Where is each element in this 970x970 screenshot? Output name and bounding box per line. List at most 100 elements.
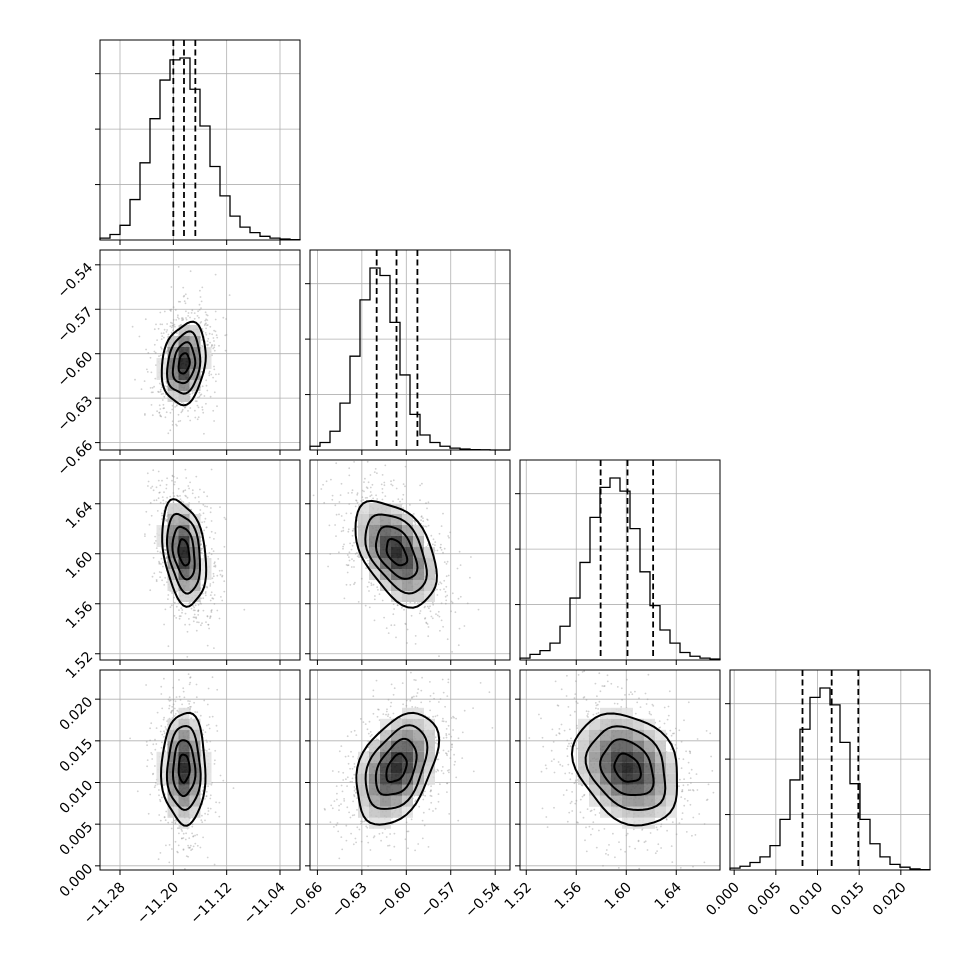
scatter-point (188, 602, 190, 605)
scatter-point (173, 596, 175, 599)
scatter-point (195, 683, 198, 686)
scatter-point (158, 562, 161, 564)
scatter-point (149, 589, 152, 592)
scatter-point (448, 771, 450, 774)
scatter-point (192, 835, 195, 838)
scatter-point (177, 413, 180, 416)
scatter-point (215, 801, 218, 804)
scatter-point (205, 322, 207, 325)
scatter-point (353, 786, 356, 788)
scatter-point (206, 585, 208, 588)
scatter-point (210, 373, 213, 376)
scatter-point (149, 502, 152, 504)
scatter-point (351, 814, 354, 817)
scatter-point (347, 528, 350, 531)
scatter-point (345, 778, 347, 781)
scatter-point (377, 708, 379, 711)
scatter-point (180, 500, 183, 503)
scatter-point (155, 580, 158, 583)
scatter-point (336, 798, 338, 801)
scatter-point (159, 414, 162, 416)
scatter-point (200, 300, 203, 303)
scatter-point (458, 627, 461, 630)
scatter-point (164, 549, 167, 552)
scatter-point (219, 506, 221, 508)
scatter-point (160, 563, 162, 565)
scatter-point (410, 671, 412, 674)
density-cell (167, 525, 179, 536)
scatter-point (213, 420, 216, 422)
scatter-point (178, 832, 180, 835)
scatter-point (346, 776, 349, 779)
scatter-point (457, 597, 460, 600)
scatter-point (412, 513, 415, 515)
scatter-point (204, 812, 207, 815)
scatter-point (401, 682, 404, 684)
scatter-point (392, 712, 395, 715)
scatter-point (166, 518, 168, 521)
scatter-point (206, 644, 209, 647)
scatter-point (204, 731, 207, 733)
scatter-point (185, 318, 188, 321)
scatter-point (205, 790, 208, 793)
scatter-point (189, 407, 192, 409)
scatter-point (385, 710, 388, 713)
scatter-point (207, 343, 210, 346)
scatter-point (223, 516, 226, 519)
scatter-point (191, 825, 194, 828)
scatter-point (178, 679, 180, 681)
scatter-point (445, 752, 447, 754)
scatter-point (348, 474, 351, 477)
scatter-point (331, 494, 334, 497)
scatter-point (194, 834, 197, 837)
scatter-point (213, 346, 216, 349)
scatter-point (415, 695, 418, 698)
scatter-point (206, 319, 209, 321)
scatter-point (428, 607, 430, 610)
scatter-point (182, 491, 185, 493)
scatter-point (153, 328, 156, 331)
scatter-point (173, 615, 176, 617)
scatter-point (163, 677, 165, 680)
scatter-point (195, 629, 198, 632)
scatter-point (165, 381, 168, 383)
scatter-point (209, 797, 212, 800)
scatter-point (432, 543, 434, 546)
scatter-point (450, 610, 452, 613)
scatter-point (345, 583, 348, 586)
scatter-point (351, 767, 354, 770)
scatter-point (208, 372, 211, 374)
scatter-point (158, 789, 160, 791)
scatter-point (353, 763, 356, 765)
scatter-point (445, 728, 448, 730)
scatter-point (365, 567, 367, 569)
scatter-point (353, 794, 355, 796)
scatter-point (144, 535, 146, 537)
scatter-point (193, 317, 196, 320)
scatter-point (402, 511, 405, 514)
scatter-point (368, 581, 370, 584)
scatter-point (207, 785, 210, 788)
scatter-point (166, 555, 168, 558)
scatter-point (177, 266, 180, 268)
scatter-point (164, 819, 167, 822)
scatter-point (381, 599, 384, 602)
scatter-point (429, 605, 431, 608)
scatter-point (201, 814, 203, 817)
scatter-point (439, 546, 442, 549)
scatter-point (364, 604, 367, 607)
scatter-point (342, 526, 345, 529)
scatter-point (335, 462, 338, 465)
density-cell (167, 503, 179, 514)
scatter-point (422, 798, 425, 801)
scatter-point (160, 338, 163, 340)
scatter-point (388, 844, 391, 847)
scatter-point (180, 411, 183, 414)
scatter-point (162, 332, 165, 334)
scatter-point (167, 645, 170, 648)
contour-level-3 (160, 320, 207, 407)
scatter-point (192, 620, 195, 623)
scatter-point (170, 321, 172, 324)
scatter-point (458, 550, 461, 553)
scatter-point (199, 488, 201, 491)
